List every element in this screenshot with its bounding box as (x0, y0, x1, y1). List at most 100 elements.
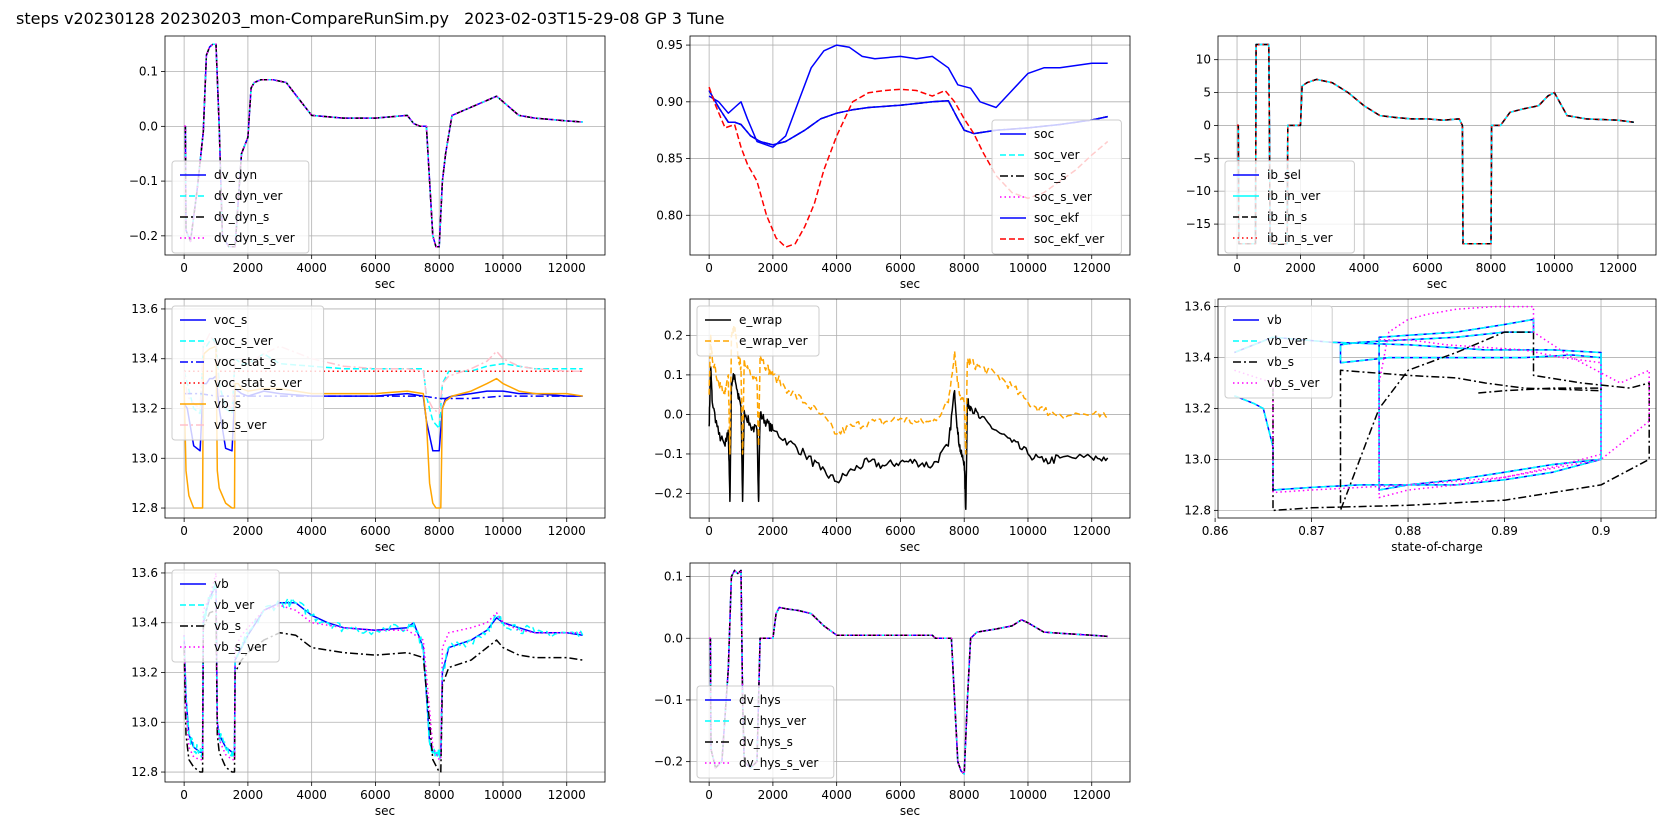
legend-label: vb (1267, 313, 1282, 327)
legend-label: dv_dyn_s (214, 210, 269, 224)
y-tick-label: 0.2 (664, 328, 683, 342)
x-tick-label: 8000 (424, 788, 455, 802)
y-tick-label: −5 (1193, 151, 1211, 165)
subplot-4: 0 2000 4000 6000 8000 10000 12000 12.8 13.0 13.2 1… (131, 298, 606, 554)
y-tick-label: 0.80 (656, 208, 683, 222)
legend-box (1224, 160, 1355, 254)
legend-label: voc_s (214, 313, 247, 327)
x-tick-label: 6000 (1412, 261, 1443, 275)
y-tick-label: −0.2 (654, 486, 683, 500)
y-tick-label: 5 (1203, 86, 1211, 100)
legend-label: vb_s (214, 397, 241, 411)
legend-label: ib_in_ver (1267, 189, 1320, 203)
x-tick-label: 12000 (548, 524, 586, 538)
legend-label: dv_hys_s_ver (739, 756, 818, 770)
legend-label: soc_ekf (1034, 211, 1080, 225)
subplot-2: 0 2000 4000 6000 8000 10000 12000 0.80 0.85 0.90 0… (656, 35, 1131, 291)
subplot-8: 0 2000 4000 6000 8000 10000 12000 −0.2 −0.1 0.0 0.… (654, 562, 1131, 818)
legend-label: voc_stat_s (214, 355, 276, 369)
x-tick-label: 4000 (821, 524, 852, 538)
y-tick-label: 0.0 (139, 119, 158, 133)
x-tick-label: 4000 (821, 261, 852, 275)
legend: e_wrap e_wrap_ver (696, 305, 820, 357)
series-line-dv_dyn_s_ver (184, 43, 583, 248)
x-tick-label: 0 (180, 524, 188, 538)
series-line-soc (708, 44, 1108, 148)
legend-label: vb_s (1267, 355, 1294, 369)
y-tick-label: 0.90 (656, 95, 683, 109)
legend: soc soc_ver soc_s soc_s_ver soc_ekf soc_ekf_v… (991, 119, 1122, 255)
x-tick-label: 4000 (296, 524, 327, 538)
legend-box (1224, 305, 1333, 399)
y-tick-label: 0.85 (656, 152, 683, 166)
axes-frame (164, 35, 606, 256)
series-line-ib_in_s_ver (1237, 43, 1634, 245)
x-tick-label: 2000 (758, 788, 789, 802)
x-tick-label: 8000 (424, 524, 455, 538)
x-tick-label: 12000 (1073, 524, 1111, 538)
x-axis-label: sec (900, 804, 920, 818)
x-tick-label: 8000 (949, 788, 980, 802)
x-tick-label: 0 (180, 261, 188, 275)
x-tick-label: 0 (705, 788, 713, 802)
legend-label: vb_s (214, 619, 241, 633)
y-tick-label: −10 (1186, 184, 1211, 198)
legend-label: voc_stat_s_ver (214, 376, 302, 390)
x-tick-label: 6000 (360, 788, 391, 802)
x-tick-label: 2000 (233, 261, 264, 275)
y-tick-label: 13.4 (131, 616, 158, 630)
y-tick-label: 0 (1203, 118, 1211, 132)
x-tick-label: 8000 (949, 524, 980, 538)
x-tick-label: 2000 (1285, 261, 1316, 275)
x-tick-label: 10000 (484, 261, 522, 275)
subplot-7: 0 2000 4000 6000 8000 10000 12000 12.8 13.0 13.2 1… (131, 562, 606, 818)
x-tick-label: 2000 (233, 524, 264, 538)
x-tick-label: 6000 (885, 788, 916, 802)
x-tick-label: 0.86 (1202, 524, 1229, 538)
legend-label: soc_ver (1034, 148, 1080, 162)
y-tick-label: 13.0 (131, 451, 158, 465)
x-tick-label: 10000 (484, 524, 522, 538)
y-tick-label: 0.1 (139, 65, 158, 79)
subplot-6: 0.86 0.87 0.88 0.89 0.9 12.8 13.0 13.2 13.4 13.6 s… (1184, 298, 1657, 554)
legend-label: ib_in_s (1267, 210, 1307, 224)
y-tick-label: −15 (1186, 217, 1211, 231)
legend-label: dv_hys_s (739, 735, 793, 749)
legend-label: vb (214, 577, 229, 591)
x-tick-label: 8000 (1476, 261, 1507, 275)
x-tick-label: 10000 (1009, 524, 1047, 538)
legend-box (696, 305, 820, 357)
subplot-1: 0 2000 4000 6000 8000 10000 12000 −0.2 −0.1 0.0 0.… (129, 35, 606, 291)
series-line-dv_hys_s_ver (709, 569, 1108, 775)
axes-frame (164, 298, 606, 519)
x-tick-label: 4000 (821, 788, 852, 802)
legend-label: soc (1034, 127, 1054, 141)
x-axis-label: sec (375, 804, 395, 818)
x-axis-label: state-of-charge (1391, 540, 1482, 554)
subplot-3: 0 2000 4000 6000 8000 10000 12000 −15 −10 −5 0 5 10 s… (1186, 35, 1657, 291)
series-group (184, 43, 583, 248)
legend-label: dv_dyn_ver (214, 189, 283, 203)
legend-box (171, 569, 280, 663)
y-tick-label: 13.6 (1184, 300, 1211, 314)
x-tick-label: 6000 (360, 261, 391, 275)
x-tick-label: 4000 (296, 788, 327, 802)
x-tick-label: 12000 (1073, 261, 1111, 275)
y-tick-label: 13.0 (131, 715, 158, 729)
x-tick-label: 12000 (1599, 261, 1637, 275)
legend-label: vb_s_ver (1267, 376, 1319, 390)
x-tick-label: 0 (180, 788, 188, 802)
x-axis-label: sec (900, 540, 920, 554)
series-line-vb_s (1272, 331, 1650, 512)
legend-box (991, 119, 1122, 255)
series-line-e_wrap (708, 366, 1109, 511)
series-line-dv_hys_s (709, 569, 1108, 775)
y-tick-label: 0.1 (664, 368, 683, 382)
y-tick-label: −0.1 (654, 447, 683, 461)
x-axis-label: sec (375, 277, 395, 291)
legend-label: voc_s_ver (214, 334, 273, 348)
legend-label: soc_s_ver (1034, 190, 1092, 204)
x-tick-label: 6000 (885, 524, 916, 538)
legend-label: vb_ver (214, 598, 254, 612)
